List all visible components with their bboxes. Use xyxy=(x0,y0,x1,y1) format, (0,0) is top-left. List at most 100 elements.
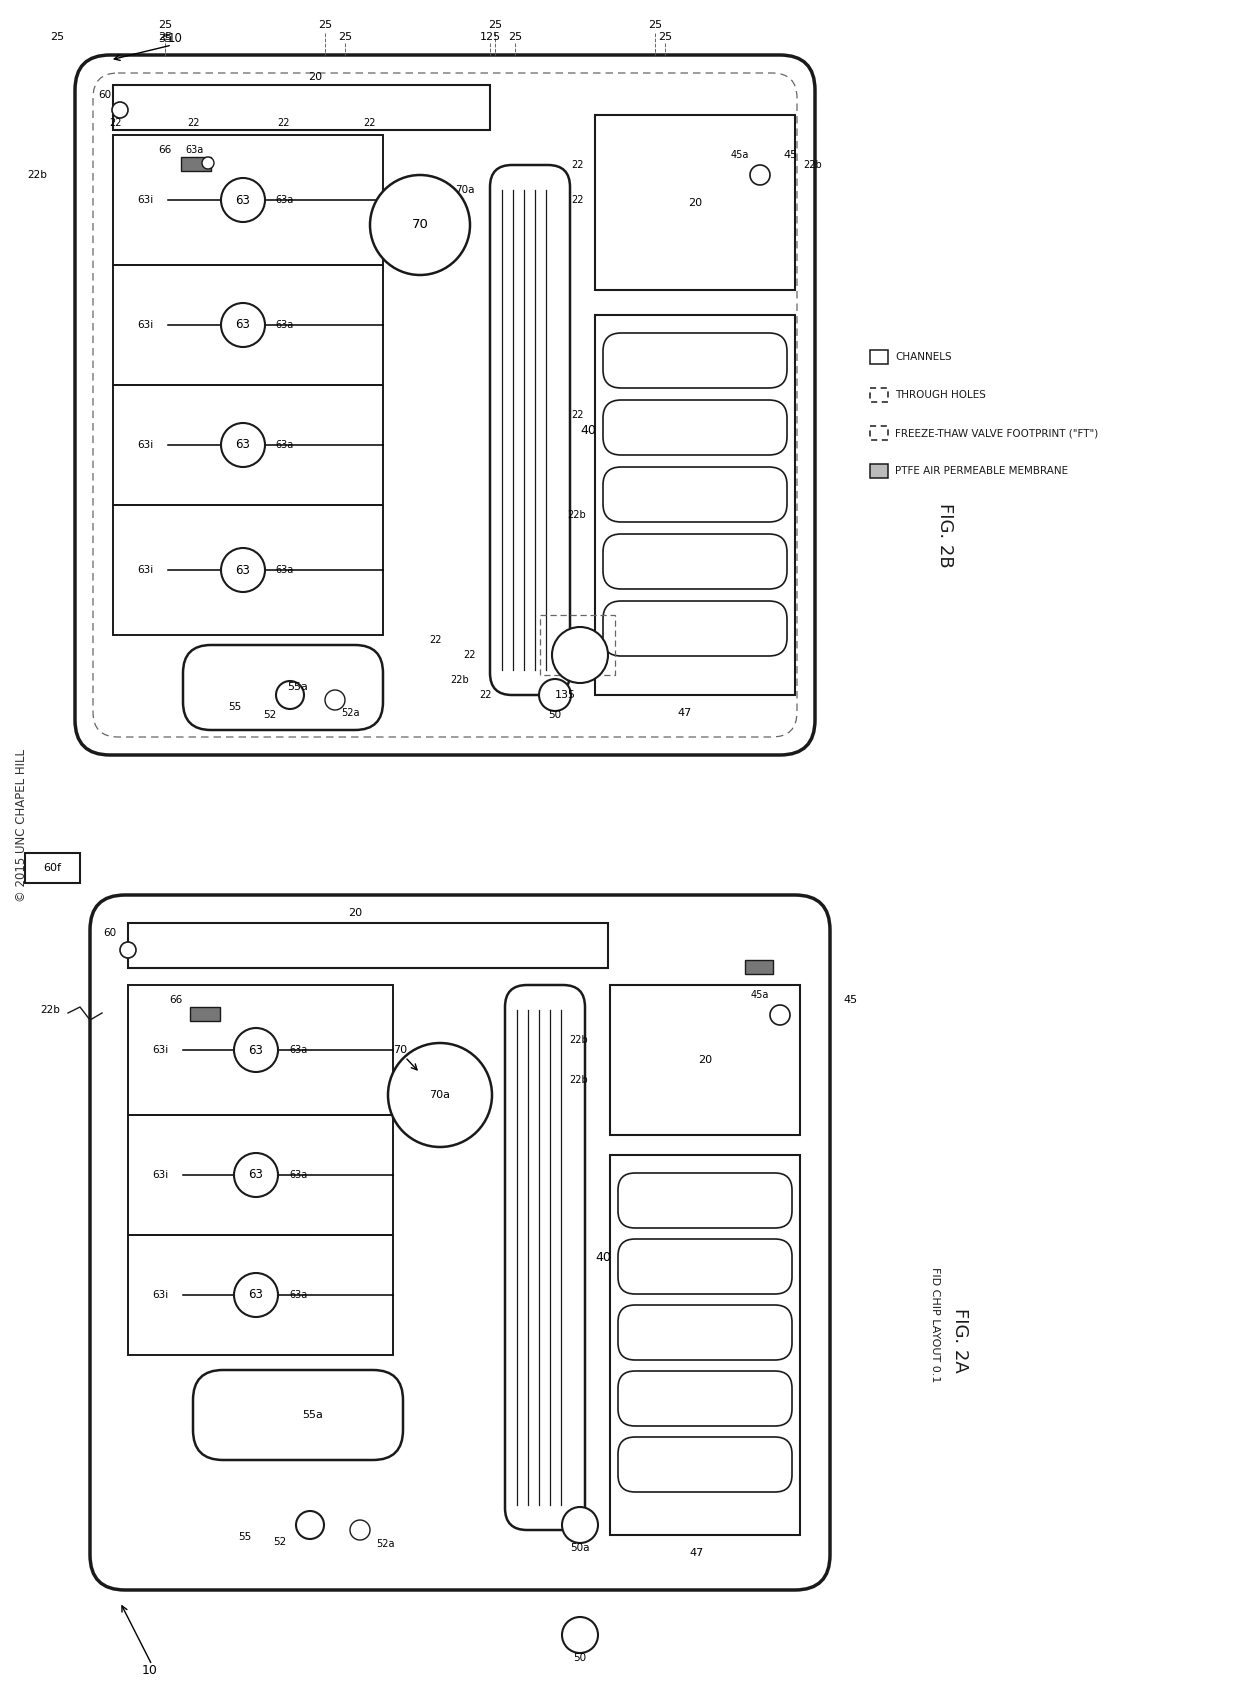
Text: 135: 135 xyxy=(554,690,575,701)
Text: 40: 40 xyxy=(595,1251,611,1264)
Bar xyxy=(113,505,383,635)
Circle shape xyxy=(388,1043,492,1148)
Text: 55a: 55a xyxy=(288,682,309,692)
Text: 63i: 63i xyxy=(136,321,153,329)
Text: 22: 22 xyxy=(479,690,491,701)
Bar xyxy=(870,425,888,441)
Text: 63i: 63i xyxy=(136,196,153,204)
Text: THROUGH HOLES: THROUGH HOLES xyxy=(895,390,986,400)
Text: © 2015 UNC CHAPEL HILL: © 2015 UNC CHAPEL HILL xyxy=(15,748,29,901)
Text: FID CHIP LAYOUT 0.1: FID CHIP LAYOUT 0.1 xyxy=(930,1268,940,1382)
Bar xyxy=(128,1236,393,1355)
Text: 40: 40 xyxy=(580,424,596,437)
Circle shape xyxy=(562,1617,598,1653)
Bar xyxy=(745,960,773,974)
Text: 22: 22 xyxy=(464,650,476,660)
Circle shape xyxy=(221,549,265,592)
Circle shape xyxy=(234,1028,278,1072)
Circle shape xyxy=(552,626,608,684)
Text: 45: 45 xyxy=(843,994,857,1004)
Circle shape xyxy=(562,1507,598,1543)
Text: 22: 22 xyxy=(363,118,376,128)
Text: 22: 22 xyxy=(570,196,583,204)
Circle shape xyxy=(370,176,470,275)
Text: 25: 25 xyxy=(339,32,352,42)
Text: 20: 20 xyxy=(308,73,322,83)
Text: 63i: 63i xyxy=(151,1045,169,1055)
Circle shape xyxy=(202,157,215,169)
Text: 22: 22 xyxy=(277,118,289,128)
Circle shape xyxy=(120,942,136,959)
Text: 63a: 63a xyxy=(275,441,294,451)
Bar xyxy=(870,388,888,402)
Bar xyxy=(595,115,795,290)
Text: 25: 25 xyxy=(658,32,672,42)
Text: 22: 22 xyxy=(429,635,441,645)
Bar xyxy=(595,316,795,695)
Text: 25: 25 xyxy=(50,32,64,42)
Text: 25: 25 xyxy=(649,20,662,30)
Circle shape xyxy=(277,680,304,709)
Text: 63a: 63a xyxy=(289,1045,308,1055)
Text: 10: 10 xyxy=(167,32,182,44)
Bar xyxy=(113,265,383,385)
Text: CHANNELS: CHANNELS xyxy=(895,353,951,361)
Text: 55: 55 xyxy=(238,1533,252,1543)
Text: 63i: 63i xyxy=(136,565,153,576)
Text: 60: 60 xyxy=(103,928,117,939)
Bar xyxy=(181,157,211,170)
Text: 22b: 22b xyxy=(450,675,470,685)
Bar xyxy=(128,923,608,967)
Bar xyxy=(610,986,800,1134)
Circle shape xyxy=(221,304,265,348)
Text: 52: 52 xyxy=(273,1538,286,1546)
Bar xyxy=(128,1116,393,1236)
Bar xyxy=(539,614,615,675)
Circle shape xyxy=(296,1511,324,1539)
Text: 60: 60 xyxy=(98,89,112,100)
Text: 47: 47 xyxy=(678,707,692,717)
Text: 63: 63 xyxy=(248,1168,263,1182)
Text: 22b: 22b xyxy=(568,510,587,520)
Circle shape xyxy=(539,679,570,711)
Text: PTFE AIR PERMEABLE MEMBRANE: PTFE AIR PERMEABLE MEMBRANE xyxy=(895,466,1068,476)
Text: 20: 20 xyxy=(698,1055,712,1065)
Bar xyxy=(113,385,383,505)
Text: 63i: 63i xyxy=(151,1170,169,1180)
Text: FIG. 2A: FIG. 2A xyxy=(951,1308,968,1372)
Text: 63i: 63i xyxy=(151,1290,169,1300)
Text: 55a: 55a xyxy=(303,1409,324,1420)
Text: 25: 25 xyxy=(157,20,172,30)
Text: 125: 125 xyxy=(480,32,501,42)
Text: 22b: 22b xyxy=(27,170,47,181)
Bar xyxy=(128,986,393,1116)
Text: 63a: 63a xyxy=(275,321,294,329)
Bar xyxy=(113,84,490,130)
Text: 70: 70 xyxy=(393,1045,407,1055)
Text: 35: 35 xyxy=(157,34,172,44)
Text: 63: 63 xyxy=(236,439,250,451)
Text: 45: 45 xyxy=(782,150,797,160)
Circle shape xyxy=(770,1004,790,1025)
Text: 22: 22 xyxy=(109,118,122,128)
Text: 63a: 63a xyxy=(289,1170,308,1180)
Text: 63a: 63a xyxy=(275,196,294,204)
Text: 52a: 52a xyxy=(376,1539,394,1550)
Text: 45a: 45a xyxy=(730,150,749,160)
Circle shape xyxy=(350,1519,370,1539)
Text: 25: 25 xyxy=(487,20,502,30)
Text: 70: 70 xyxy=(412,218,429,231)
Bar xyxy=(113,135,383,265)
Text: 52a: 52a xyxy=(341,707,360,717)
Text: 52: 52 xyxy=(263,711,277,721)
Bar xyxy=(610,1155,800,1534)
Circle shape xyxy=(234,1273,278,1317)
Text: 22b: 22b xyxy=(40,1004,60,1014)
Bar xyxy=(870,349,888,365)
Text: 22: 22 xyxy=(187,118,200,128)
Text: 22: 22 xyxy=(570,410,583,420)
Text: 22b: 22b xyxy=(569,1075,588,1085)
Circle shape xyxy=(750,165,770,186)
Text: 70a: 70a xyxy=(429,1090,450,1101)
Text: 50: 50 xyxy=(548,711,562,721)
